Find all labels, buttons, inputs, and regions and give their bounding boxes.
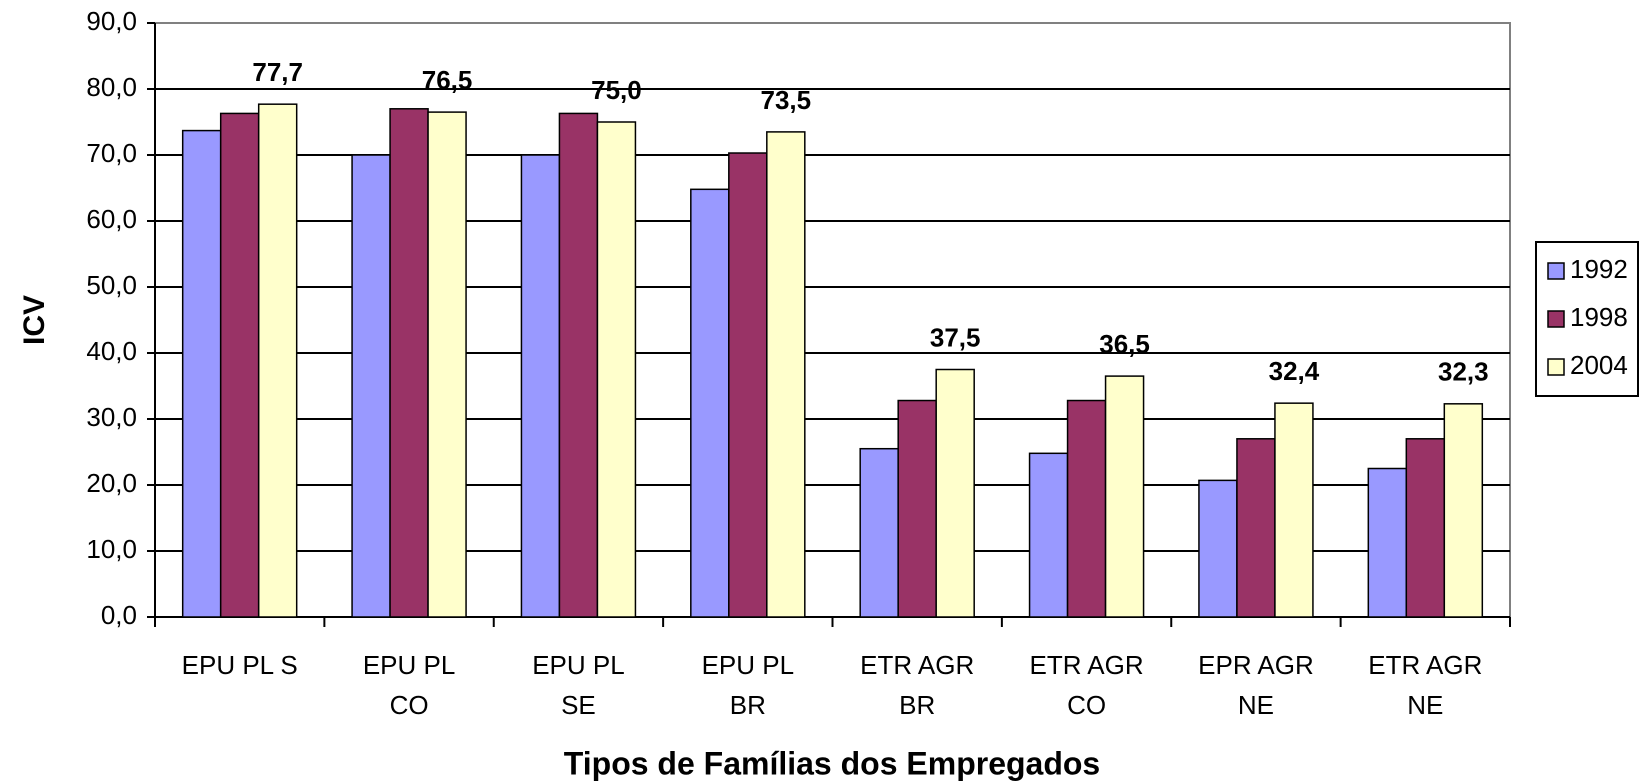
bar [1443, 403, 1484, 618]
data-label: 32,3 [1438, 357, 1489, 387]
legend-swatch [1547, 358, 1565, 376]
data-label: 32,4 [1269, 356, 1320, 386]
y-tick-label: 20,0 [86, 468, 137, 498]
bar [859, 447, 899, 618]
y-tick-label: 10,0 [86, 534, 137, 564]
x-tick-label: EPU PL S [181, 650, 298, 680]
data-label: 73,5 [761, 85, 812, 115]
bar [935, 368, 975, 618]
bar [427, 111, 467, 618]
bar [1104, 375, 1145, 618]
bar [1274, 402, 1314, 618]
y-tick-label: 70,0 [86, 138, 137, 168]
data-label: 77,7 [252, 57, 303, 87]
x-tick-label: EPU PL SE [532, 650, 625, 720]
bar [351, 154, 391, 618]
legend-label: 1992 [1570, 254, 1628, 284]
bar [728, 152, 768, 618]
bar [389, 108, 429, 618]
bar [1028, 452, 1069, 618]
bar [257, 103, 298, 618]
bar [596, 121, 637, 618]
y-tick-label: 50,0 [86, 270, 137, 300]
x-tick-label: EPU PL CO [362, 650, 456, 720]
x-tick-label: ETR AGR BR [860, 650, 975, 720]
bar [1367, 467, 1408, 618]
y-tick-label: 0,0 [101, 600, 137, 630]
data-label: 36,5 [1099, 329, 1150, 359]
bar [1405, 438, 1446, 618]
bar [766, 131, 806, 618]
bar [558, 112, 599, 618]
bar [219, 112, 260, 618]
x-tick-label: ETR AGR CO [1029, 650, 1144, 720]
y-tick-label: 30,0 [86, 402, 137, 432]
data-label: 76,5 [422, 65, 473, 95]
legend-swatch [1547, 262, 1565, 280]
bar [520, 154, 561, 618]
bar [181, 129, 222, 618]
y-tick-label: 90,0 [86, 6, 137, 36]
y-tick-label: 80,0 [86, 72, 137, 102]
y-axis-title: ICV [18, 295, 51, 345]
legend-label: 2004 [1570, 350, 1628, 380]
data-label: 75,0 [591, 75, 642, 105]
x-tick-label: EPR AGR NE [1198, 650, 1314, 720]
y-tick-label: 40,0 [86, 336, 137, 366]
x-tick-label: EPU PL BR [701, 650, 795, 720]
x-tick-label: ETR AGR NE [1368, 650, 1483, 720]
bar [1066, 399, 1107, 618]
legend-label: 1998 [1570, 302, 1628, 332]
legend-swatch [1547, 310, 1565, 328]
bar [1198, 479, 1238, 618]
bar [1236, 438, 1276, 618]
bar [690, 188, 730, 618]
data-label: 37,5 [930, 322, 981, 352]
bar [897, 399, 937, 618]
y-tick-label: 60,0 [86, 204, 137, 234]
x-axis-title: Tipos de Famílias dos Empregados [564, 745, 1100, 781]
